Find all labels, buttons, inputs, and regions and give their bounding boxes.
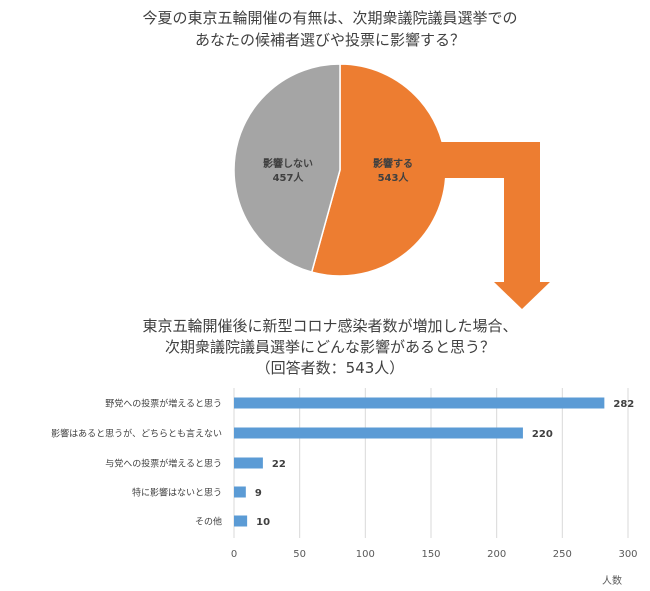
slice-value-no-affect: 457人 [273,171,305,184]
category-labels: 野党への投票が増えると思う影響はあると思うが、どちらとも言えない与党への投票が増… [51,398,222,528]
category-label: 野党への投票が増えると思う [105,398,222,410]
pie-slice-no-affect [233,63,341,274]
x-tick-label: 200 [487,549,506,560]
value-labels: 282 220 22 9 10 [255,399,634,528]
x-tick-label: 100 [356,549,375,560]
bar-title-line-2: 次期衆議院議員選挙にどんな影響があると思う？ [165,338,495,356]
bar-title-line-3: （回答者数：543人） [256,359,405,377]
pie-title-line-1: 今夏の東京五輪開催の有無は、次期衆議院議員選挙での [142,9,517,27]
x-tick-label: 300 [618,549,637,560]
bar [234,427,523,439]
slice-label-affect: 影響する [373,157,413,170]
pie-title-line-2: あなたの候補者選びや投票に影響する？ [195,31,465,49]
category-label: 影響はあると思うが、どちらとも言えない [51,428,222,440]
bar-gridlines [233,388,629,538]
category-label: その他 [195,516,222,528]
category-label: 与党への投票が増えると思う [105,458,222,470]
x-tick-label: 0 [231,549,237,560]
slice-label-no-affect: 影響しない [263,157,313,170]
bar [234,457,263,469]
data-label: 220 [532,429,553,440]
bar [234,486,246,498]
category-label: 特に影響はないと思う [132,487,222,499]
data-label: 282 [613,399,634,410]
bar-title-line-1: 東京五輪開催後に新型コロナ感染者数が増加した場合、 [142,317,517,335]
x-axis-label: 人数 [602,574,622,587]
data-label: 10 [256,517,270,528]
bar [234,397,605,409]
slice-value-affect: 543人 [378,171,410,184]
data-label: 22 [272,459,286,470]
x-tick-label: 50 [293,549,306,560]
x-tick-label: 150 [421,549,440,560]
pie-slice-affect [310,63,447,277]
connector-arrow [440,142,550,309]
x-tick-labels: 0 50 100 150 200 250 300 [231,549,638,560]
bar-series [234,397,605,527]
data-label: 9 [255,488,262,499]
pie-chart [233,63,447,277]
x-tick-label: 250 [553,549,572,560]
bar [234,515,248,527]
